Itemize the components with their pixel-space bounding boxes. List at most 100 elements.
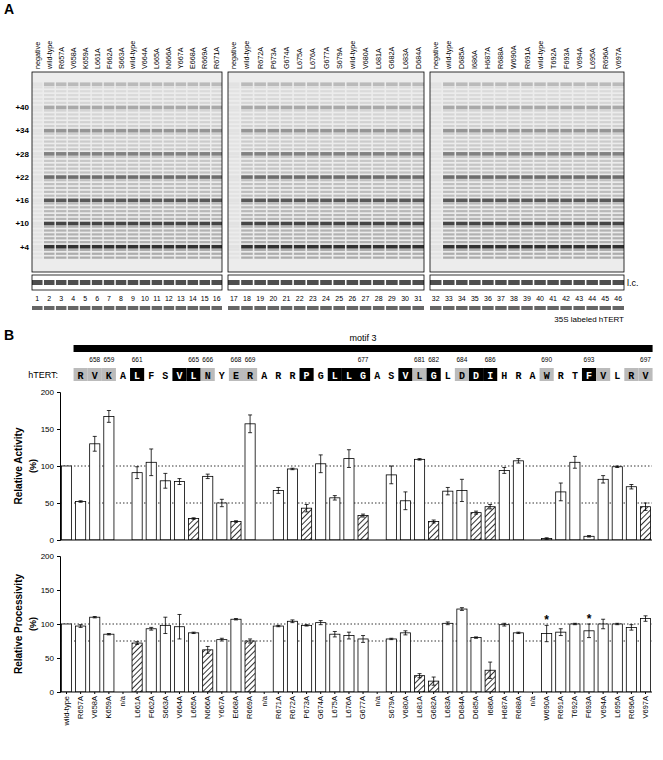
gel-band <box>32 241 43 243</box>
gel-band <box>360 187 372 189</box>
gel-band <box>412 206 424 208</box>
gel-band <box>443 109 454 111</box>
gel-band <box>188 206 199 208</box>
gel-band <box>164 191 175 193</box>
loading-control-frame <box>228 275 424 290</box>
gel-band <box>456 198 467 202</box>
gel-band <box>228 206 240 208</box>
gel-band <box>128 222 139 226</box>
gel-band <box>68 109 79 111</box>
gel-band <box>140 113 151 115</box>
gel-band <box>176 257 187 259</box>
gel-band <box>32 94 43 96</box>
gel-band <box>104 241 115 243</box>
gel-band <box>92 144 103 146</box>
gel-band <box>164 210 175 212</box>
gel-band <box>152 144 163 146</box>
gel-band <box>521 164 532 166</box>
gel-band <box>176 140 187 142</box>
gel-band <box>92 168 103 170</box>
gel-band <box>152 253 163 255</box>
gel-band <box>164 156 175 158</box>
gel-band <box>521 206 532 208</box>
gel-band <box>360 191 372 193</box>
gel-band <box>412 229 424 231</box>
gel-band <box>320 191 332 193</box>
gel-band <box>386 179 398 181</box>
gel-band <box>241 218 253 220</box>
gel-band <box>508 125 519 127</box>
gel-band <box>521 90 532 92</box>
gel-band <box>347 164 359 166</box>
gel-band <box>456 160 467 162</box>
gel-band <box>56 171 67 173</box>
lane-label: F662A <box>105 48 114 69</box>
gel-band <box>521 210 532 212</box>
gel-band <box>521 152 532 156</box>
gel-band <box>373 171 385 173</box>
gel-band <box>320 144 332 146</box>
gel-band <box>44 94 55 96</box>
gel-band <box>176 168 187 170</box>
gel-band <box>56 179 67 181</box>
gel-band <box>360 164 372 166</box>
gel-band <box>128 218 139 220</box>
gel-band <box>56 90 67 92</box>
gel-band <box>508 133 519 135</box>
gel-band <box>164 257 175 259</box>
gel-band <box>495 144 506 146</box>
gel-band <box>254 195 266 197</box>
gel-band <box>469 113 480 115</box>
gel-band <box>386 202 398 204</box>
gel-band <box>347 237 359 239</box>
gel-band <box>228 140 240 142</box>
gel-band <box>521 237 532 239</box>
gel-band <box>68 210 79 212</box>
gel-band <box>80 156 91 158</box>
gel-band <box>228 82 240 86</box>
gel-band <box>294 109 306 111</box>
gel-band <box>56 86 67 88</box>
gel-band <box>360 109 372 111</box>
gel-band <box>140 191 151 193</box>
gel-band <box>456 82 467 86</box>
gel-band <box>495 187 506 189</box>
gel-band <box>44 164 55 166</box>
gel-band <box>254 257 266 259</box>
gel-band <box>32 214 43 216</box>
gel-band <box>508 179 519 181</box>
gel-band <box>164 222 175 226</box>
gel-band <box>32 125 43 127</box>
gel-band <box>443 98 454 100</box>
gel-band <box>320 179 332 181</box>
gel-band <box>534 237 545 239</box>
gel-band <box>116 226 127 228</box>
lane-label: G674A <box>282 46 291 69</box>
gel-band <box>373 137 385 139</box>
gel-band <box>228 86 240 88</box>
gel-band <box>412 106 424 110</box>
gel-band <box>443 226 454 228</box>
gel-band <box>347 109 359 111</box>
gel-band <box>200 106 211 110</box>
gel-band <box>547 237 558 239</box>
gel-band <box>241 257 253 259</box>
gel-band <box>547 168 558 170</box>
gel-band <box>521 148 532 150</box>
gel-band <box>241 86 253 88</box>
gel-band <box>399 94 411 96</box>
gel-band <box>32 148 43 150</box>
gel-band <box>188 156 199 158</box>
gel-band <box>281 98 293 100</box>
gel-band <box>152 210 163 212</box>
gel-band <box>521 229 532 231</box>
gel-band <box>547 191 558 193</box>
gel-band <box>241 106 253 110</box>
gel-band <box>386 133 398 135</box>
gel-band <box>360 152 372 156</box>
gel-band <box>456 90 467 92</box>
gel-band <box>281 90 293 92</box>
loading-control-band <box>140 280 151 285</box>
gel-band <box>176 198 187 202</box>
gel-band <box>430 117 441 119</box>
